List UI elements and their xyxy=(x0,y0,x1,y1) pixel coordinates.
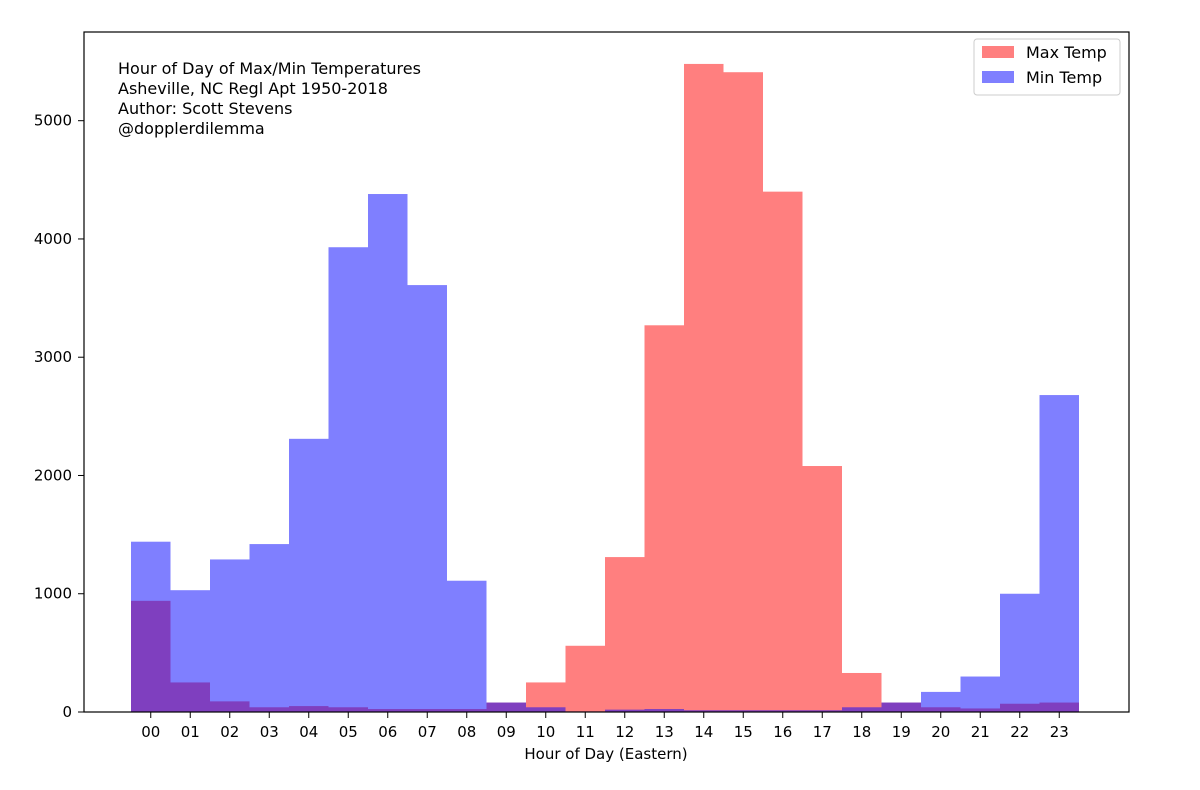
x-tick-label-08: 08 xyxy=(457,723,476,741)
min-temp-bar-17 xyxy=(802,710,842,712)
min-temp-bar-14 xyxy=(684,710,724,712)
min-temp-bar-01 xyxy=(170,590,210,712)
legend-label-min-temp: Min Temp xyxy=(1026,68,1102,87)
max-temp-bar-18 xyxy=(842,672,882,712)
min-temp-bar-03 xyxy=(249,544,289,712)
y-tick-label-3000: 3000 xyxy=(34,348,72,366)
x-tick-label-21: 21 xyxy=(971,723,990,741)
y-tick-label-1000: 1000 xyxy=(34,585,72,603)
legend-swatch-min-temp xyxy=(982,71,1014,83)
x-tick-label-13: 13 xyxy=(655,723,674,741)
min-temp-bar-08 xyxy=(447,580,487,712)
x-tick-label-03: 03 xyxy=(260,723,279,741)
max-temp-bar-15 xyxy=(723,72,763,713)
y-tick-label-4000: 4000 xyxy=(34,230,72,248)
x-tick-label-14: 14 xyxy=(694,723,713,741)
min-temp-bar-22 xyxy=(1000,593,1040,712)
min-temp-bar-19 xyxy=(881,702,921,712)
min-temp-bar-06 xyxy=(368,194,408,712)
x-tick-label-20: 20 xyxy=(931,723,950,741)
min-temp-bar-10 xyxy=(526,707,566,712)
y-axis-ticks: 0 1000 2000 3000 4000 5000 xyxy=(34,112,84,721)
x-tick-label-02: 02 xyxy=(220,723,239,741)
chart-annotation: Hour of Day of Max/Min Temperatures Ashe… xyxy=(118,59,421,138)
max-temp-bar-17 xyxy=(802,466,842,712)
x-tick-label-01: 01 xyxy=(181,723,200,741)
min-temp-bar-09 xyxy=(486,702,526,712)
min-temp-bar-05 xyxy=(328,247,368,712)
x-tick-label-10: 10 xyxy=(536,723,555,741)
x-tick-label-16: 16 xyxy=(773,723,792,741)
min-temp-bar-21 xyxy=(960,676,1000,712)
y-tick-label-5000: 5000 xyxy=(34,112,72,130)
x-tick-label-11: 11 xyxy=(576,723,595,741)
y-tick-label-0: 0 xyxy=(62,703,72,721)
x-tick-label-09: 09 xyxy=(497,723,516,741)
max-temp-bar-16 xyxy=(763,191,803,713)
annotation-line-4: @dopplerdilemma xyxy=(118,119,265,138)
min-temp-bar-15 xyxy=(723,710,763,712)
max-temp-bar-11 xyxy=(565,645,605,712)
x-tick-label-04: 04 xyxy=(299,723,318,741)
min-temp-bar-02 xyxy=(210,559,250,712)
min-temp-bar-07 xyxy=(407,285,447,712)
x-tick-label-12: 12 xyxy=(615,723,634,741)
x-tick-label-06: 06 xyxy=(378,723,397,741)
max-temp-bar-12 xyxy=(605,557,645,712)
x-tick-label-23: 23 xyxy=(1050,723,1069,741)
min-temp-bar-23 xyxy=(1039,395,1079,712)
x-axis-ticks: 00 01 02 03 04 05 06 07 08 09 10 11 12 13 14 15 16 17 18 19… xyxy=(141,712,1069,741)
x-tick-label-07: 07 xyxy=(418,723,437,741)
legend-swatch-max-temp xyxy=(982,46,1014,58)
legend: Max Temp Min Temp xyxy=(973,38,1121,96)
min-temp-bar-16 xyxy=(763,710,803,712)
x-tick-label-18: 18 xyxy=(852,723,871,741)
x-tick-label-00: 00 xyxy=(141,723,160,741)
x-axis-label: Hour of Day (Eastern) xyxy=(524,745,687,763)
max-temp-bar-13 xyxy=(644,325,684,712)
annotation-line-3: Author: Scott Stevens xyxy=(118,99,293,118)
min-temp-bar-04 xyxy=(289,438,329,712)
plot-frame xyxy=(83,31,1130,713)
min-temp-bar-00 xyxy=(131,541,171,712)
min-temp-bar-12 xyxy=(605,709,645,712)
max-temp-bar-14 xyxy=(684,63,724,713)
min-temp-bar-20 xyxy=(921,691,961,712)
annotation-line-1: Hour of Day of Max/Min Temperatures xyxy=(118,59,421,78)
max-temp-bars xyxy=(131,63,1079,713)
min-temp-bar-18 xyxy=(842,707,882,712)
legend-label-max-temp: Max Temp xyxy=(1026,43,1107,62)
x-tick-label-05: 05 xyxy=(339,723,358,741)
x-tick-label-17: 17 xyxy=(813,723,832,741)
max-temp-bar-10 xyxy=(526,682,566,712)
min-temp-bar-13 xyxy=(644,709,684,712)
x-tick-label-22: 22 xyxy=(1010,723,1029,741)
min-temp-bars xyxy=(131,194,1079,712)
x-tick-label-19: 19 xyxy=(892,723,911,741)
x-tick-label-15: 15 xyxy=(734,723,753,741)
annotation-line-2: Asheville, NC Regl Apt 1950-2018 xyxy=(118,79,388,98)
y-tick-label-2000: 2000 xyxy=(34,466,72,484)
